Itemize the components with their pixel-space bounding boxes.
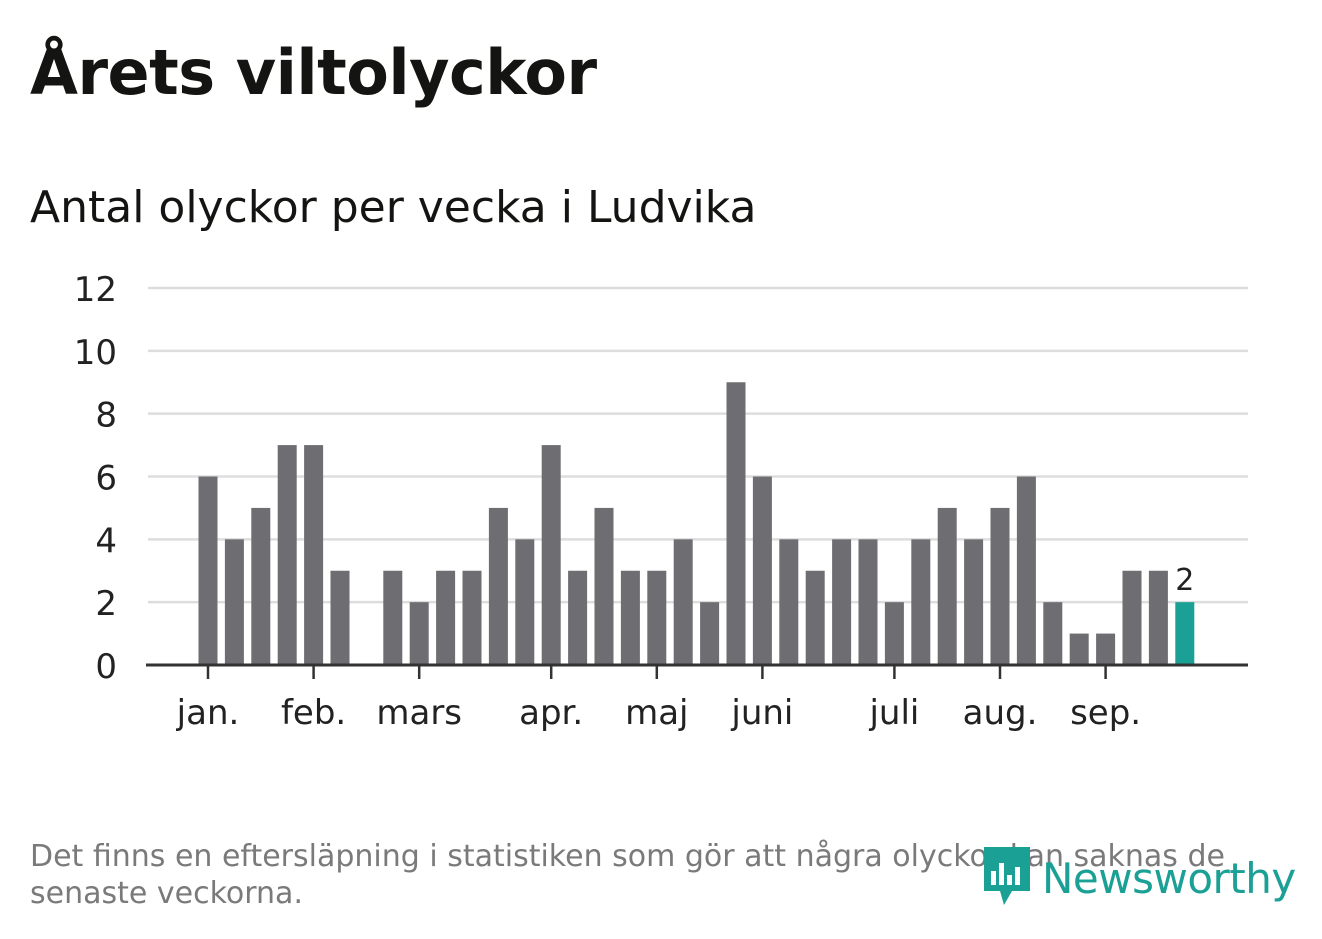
- y-tick-label: 6: [95, 459, 117, 499]
- x-tick-label: jan.: [176, 693, 240, 733]
- bar: [462, 570, 482, 665]
- x-axis-tick-labels: jan. feb. mars apr. maj juni juli aug. sep.: [176, 693, 1141, 733]
- y-tick-label: 2: [95, 584, 117, 624]
- x-tick-label: sep.: [1070, 693, 1141, 733]
- bar: [594, 507, 614, 665]
- bar: [1043, 602, 1063, 665]
- bar: [858, 539, 878, 665]
- bar: [1069, 633, 1089, 665]
- bar: [436, 570, 456, 665]
- bar: [832, 539, 852, 665]
- x-axis: [146, 663, 1248, 679]
- bar: [990, 507, 1010, 665]
- bar: [805, 570, 825, 665]
- bar: [304, 445, 324, 665]
- x-tick-label: maj: [625, 693, 688, 733]
- bar-chart: 0 2 4 6 8 10 12 jan. feb. mars apr. maj juni juli aug…: [74, 270, 1248, 733]
- bar: [911, 539, 931, 665]
- y-axis-tick-labels: 0 2 4 6 8 10 12: [74, 270, 117, 687]
- bar: [647, 570, 667, 665]
- y-tick-label: 0: [95, 647, 117, 687]
- bar: [1122, 570, 1142, 665]
- brand-name: Newsworthy: [1042, 853, 1296, 903]
- bar: [198, 476, 218, 665]
- bar: [1096, 633, 1116, 665]
- bar: [937, 507, 957, 665]
- bar: [409, 602, 429, 665]
- data-label: 2: [1175, 563, 1194, 598]
- x-tick-label: feb.: [281, 693, 346, 733]
- x-tick-label: mars: [376, 693, 462, 733]
- bar: [726, 382, 746, 665]
- bar: [515, 539, 535, 665]
- page-title: Årets viltolyckor: [30, 36, 597, 109]
- bar: [1148, 570, 1168, 665]
- bar: [488, 507, 508, 665]
- x-tick-label: apr.: [519, 693, 583, 733]
- newsworthy-logo-icon: [982, 845, 1032, 911]
- bar: [330, 570, 350, 665]
- x-tick-label: juli: [868, 693, 919, 733]
- y-tick-label: 8: [95, 396, 117, 436]
- bar: [964, 539, 984, 665]
- bar: [700, 602, 720, 665]
- y-tick-label: 12: [74, 270, 117, 310]
- bar: [568, 570, 588, 665]
- bar: [224, 539, 244, 665]
- bar: [277, 445, 297, 665]
- bar-highlight: [1175, 602, 1195, 665]
- bar: [752, 476, 772, 665]
- y-tick-label: 10: [74, 333, 117, 373]
- data-labels: 2: [1175, 563, 1194, 598]
- bars: [198, 382, 1195, 665]
- bar: [541, 445, 561, 665]
- bar: [383, 570, 403, 665]
- bar: [1016, 476, 1036, 665]
- y-tick-label: 4: [95, 521, 117, 561]
- chart-title: Antal olyckor per vecka i Ludvika: [30, 182, 757, 233]
- bar: [884, 602, 904, 665]
- x-tick-label: juni: [730, 693, 793, 733]
- brand-logo[interactable]: Newsworthy: [982, 845, 1296, 911]
- bar: [620, 570, 640, 665]
- x-tick-label: aug.: [963, 693, 1038, 733]
- bar: [673, 539, 693, 665]
- bar: [251, 507, 271, 665]
- bar: [779, 539, 799, 665]
